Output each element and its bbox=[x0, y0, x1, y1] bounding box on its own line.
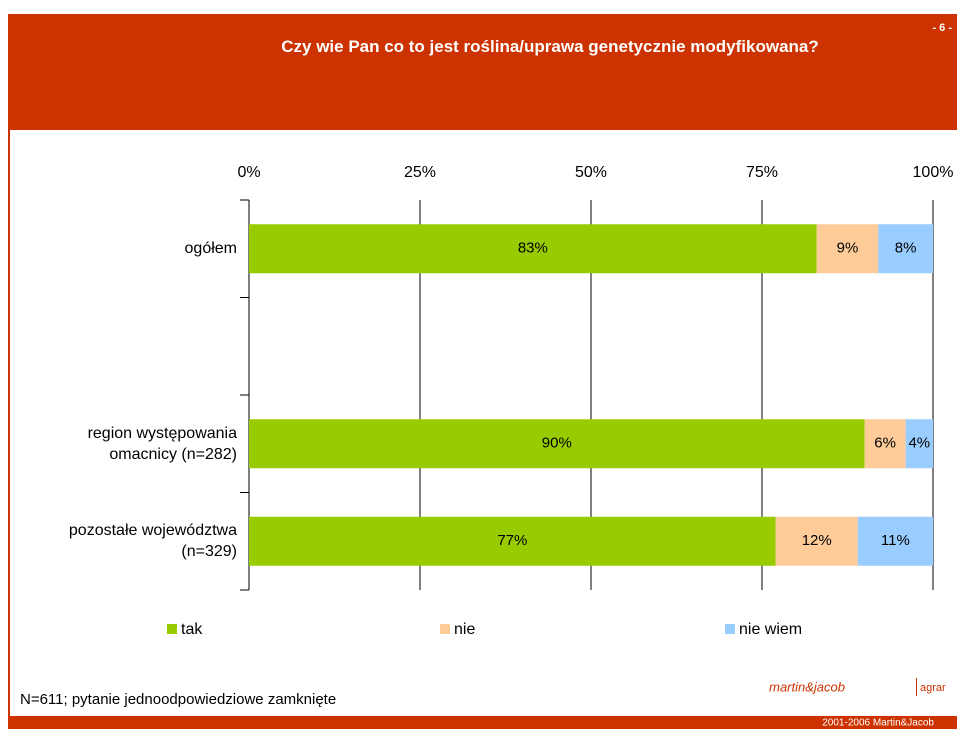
page-number: - 6 - bbox=[932, 22, 952, 34]
value-label: 6% bbox=[874, 435, 896, 452]
logo-sub: agrar bbox=[920, 682, 946, 694]
header-band bbox=[8, 14, 957, 130]
x-tick-label: 0% bbox=[237, 164, 260, 181]
value-label: 83% bbox=[518, 240, 548, 257]
bar-segment bbox=[249, 516, 776, 566]
bar-segment bbox=[816, 224, 879, 274]
value-label: 11% bbox=[881, 532, 910, 549]
footer-band bbox=[8, 716, 957, 729]
legend-swatch bbox=[167, 624, 177, 634]
legend-label: tak bbox=[181, 621, 203, 638]
value-label: 4% bbox=[908, 435, 930, 452]
y-tick-label: ogółem bbox=[184, 240, 237, 258]
y-tick-label: pozostałe województwa (n=329) bbox=[68, 522, 237, 561]
value-label: 9% bbox=[837, 240, 859, 257]
legend-label: nie wiem bbox=[739, 621, 802, 638]
x-tick-label: 75% bbox=[746, 164, 778, 181]
x-tick-label: 25% bbox=[404, 164, 436, 181]
bar-segment bbox=[249, 419, 865, 469]
x-tick-label: 50% bbox=[575, 164, 607, 181]
value-label: 12% bbox=[802, 532, 832, 549]
footnote: N=611; pytanie jednoodpowiedziowe zamkni… bbox=[20, 691, 336, 708]
bar-segment bbox=[878, 224, 933, 274]
x-tick-label: 100% bbox=[913, 164, 954, 181]
bar-segment bbox=[864, 419, 906, 469]
bar-segment bbox=[249, 224, 817, 274]
bar-segment bbox=[857, 516, 933, 566]
value-label: 77% bbox=[497, 532, 527, 549]
logo: martin&jacob bbox=[769, 679, 845, 694]
legend-swatch bbox=[440, 624, 450, 634]
value-label: 90% bbox=[542, 435, 572, 452]
chart-title: Czy wie Pan co to jest roślina/uprawa ge… bbox=[281, 37, 819, 56]
left-border bbox=[8, 130, 10, 729]
legend-label: nie bbox=[454, 621, 475, 638]
bar-segment bbox=[775, 516, 858, 566]
copyright: 2001-2006 Martin&Jacob bbox=[822, 718, 934, 729]
value-label: 8% bbox=[895, 240, 917, 257]
legend-swatch bbox=[725, 624, 735, 634]
y-tick-label: region występowania omacnicy (n=282) bbox=[87, 424, 237, 463]
logo-divider bbox=[916, 678, 917, 696]
bar-segment bbox=[905, 419, 933, 469]
